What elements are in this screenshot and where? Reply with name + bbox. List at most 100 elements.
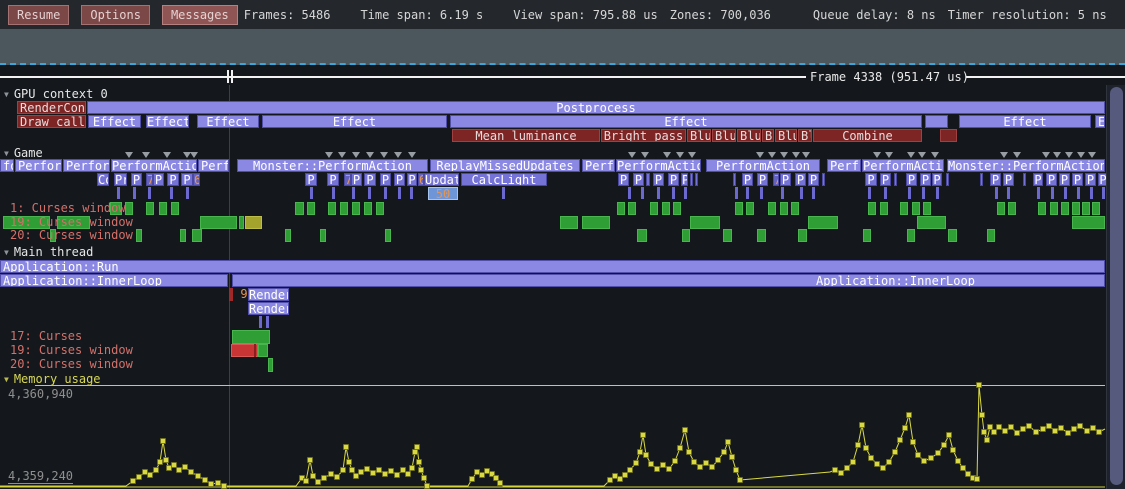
zone-box[interactable] [646,173,650,186]
activity-box[interactable] [1008,202,1016,215]
collapsed-zones-triangle-icon[interactable] [907,152,915,158]
activity-box[interactable] [673,202,681,215]
zone-pr[interactable]: Pr [114,173,127,186]
messages-button[interactable]: Messages [161,4,238,25]
collapsed-zones-triangle-icon[interactable] [190,152,198,158]
thread-label-1-curses-window[interactable]: 1: Curses window [10,201,126,215]
zone-p[interactable]: P [327,173,339,186]
activity-box[interactable] [791,202,799,215]
zone-performactic[interactable]: PerformActic [862,159,944,172]
zone-box[interactable] [1023,173,1026,186]
zone-p[interactable]: P [906,173,917,186]
activity-box[interactable] [735,202,743,215]
collapsed-zones-triangle-icon[interactable] [1042,152,1050,158]
collapsed-zones-triangle-icon[interactable] [885,152,893,158]
activity-box[interactable] [907,229,915,242]
activity-box[interactable] [1072,202,1080,215]
zone-blu[interactable]: Blu [775,129,797,142]
zone-p[interactable]: P [880,173,891,186]
thread-label-19-curses-window[interactable]: 19: Curses window [10,343,133,357]
collapsed-zones-triangle-icon[interactable] [873,152,881,158]
zone-monster-performaction[interactable]: Monster::PerformAction [947,159,1105,172]
activity-box[interactable] [900,202,908,215]
collapsed-zones-triangle-icon[interactable] [1077,152,1085,158]
section-header-game[interactable]: ▼ Game [4,146,43,160]
activity-box[interactable] [125,202,133,215]
activity-box[interactable] [320,229,326,242]
zone-p[interactable]: P [742,173,753,186]
zone-p[interactable]: P [780,173,791,186]
activity-box[interactable] [328,202,336,215]
section-header-main-thread[interactable]: ▼ Main thread [4,245,94,259]
zone-p[interactable]: P [1003,173,1014,186]
zone-perforr[interactable]: Perforr [15,159,62,172]
zone-co[interactable]: Co [97,173,109,186]
zone-effect[interactable]: Effect [450,115,922,128]
activity-box[interactable] [159,202,167,215]
collapsed-zones-triangle-icon[interactable] [802,152,810,158]
activity-box[interactable] [136,229,142,242]
zone-7[interactable]: 7 [146,173,153,186]
collapsed-zones-triangle-icon[interactable] [142,152,150,158]
zone-p[interactable]: P [1046,173,1057,186]
collapsed-zones-triangle-icon[interactable] [125,152,133,158]
zone-draw-calls[interactable]: Draw calls [17,115,86,128]
zone-6[interactable]: 6 [193,173,200,186]
collapsed-zones-triangle-icon[interactable] [1013,152,1021,158]
zone-p[interactable]: P [167,173,179,186]
zone-blur[interactable]: Blur [762,129,774,142]
activity-box[interactable] [110,202,122,215]
collapsed-zones-triangle-icon[interactable] [1000,152,1008,158]
collapsed-zones-triangle-icon[interactable] [756,152,764,158]
collapsed-zones-triangle-icon[interactable] [352,152,360,158]
zone-p[interactable]: P [865,173,877,186]
zone-box[interactable] [946,173,949,186]
activity-box[interactable] [239,216,244,229]
zone-monster-performaction[interactable]: Monster::PerformAction [237,159,428,172]
zone-blur[interactable]: Blur [687,129,711,142]
collapsed-zones-triangle-icon[interactable] [380,152,388,158]
frames-overview[interactable] [0,29,1125,65]
activity-box[interactable] [254,344,256,357]
activity-box[interactable] [232,330,270,344]
collapsed-zones-triangle-icon[interactable] [338,152,346,158]
collapsed-zones-triangle-icon[interactable] [688,152,696,158]
activity-box[interactable] [912,202,920,215]
collapsed-zones-triangle-icon[interactable] [183,152,191,158]
activity-box[interactable] [1050,202,1058,215]
activity-box[interactable] [352,202,360,215]
activity-box[interactable] [200,216,237,229]
activity-box[interactable] [682,229,690,242]
zone-p[interactable]: P [633,173,644,186]
zone-application-innerloop[interactable]: Application::InnerLoop [0,274,228,287]
zone-effect[interactable]: Effect [146,115,189,128]
zone-box[interactable] [229,288,233,301]
zone-perfor[interactable]: Perfor [198,159,229,172]
activity-box[interactable] [650,202,658,215]
zone-blur[interactable]: Blur [712,129,736,142]
zone-p[interactable]: P [153,173,164,186]
activity-box[interactable] [285,229,291,242]
zone-p[interactable]: P [618,173,629,186]
zone-effect[interactable]: Effect [959,115,1091,128]
zone-blur[interactable]: Blur [798,129,812,142]
activity-box[interactable] [746,202,754,215]
zone-replaymissedupdates[interactable]: ReplayMissedUpdates [430,159,580,172]
zone-p[interactable]: P [668,173,679,186]
activity-box[interactable] [258,344,268,357]
activity-box[interactable] [1061,202,1069,215]
zone-mean-luminance[interactable]: Mean luminance [452,129,600,142]
zone-p[interactable]: P [380,173,391,186]
thread-label-19-curses-window[interactable]: 19: Curses window [10,215,133,229]
timeline-ruler-line[interactable] [0,76,806,78]
activity-box[interactable] [192,229,202,242]
activity-box[interactable] [231,344,258,357]
zone-p[interactable]: P [932,173,942,186]
activity-box[interactable] [307,202,315,215]
activity-box[interactable] [917,216,946,229]
zone-postprocess[interactable]: Postprocess [87,101,1105,114]
activity-box[interactable] [923,202,931,215]
zone-50[interactable]: 50 [428,187,458,200]
zone-perfc[interactable]: Perfc [827,159,861,172]
zone-renderconte[interactable]: RenderConte [17,101,86,114]
